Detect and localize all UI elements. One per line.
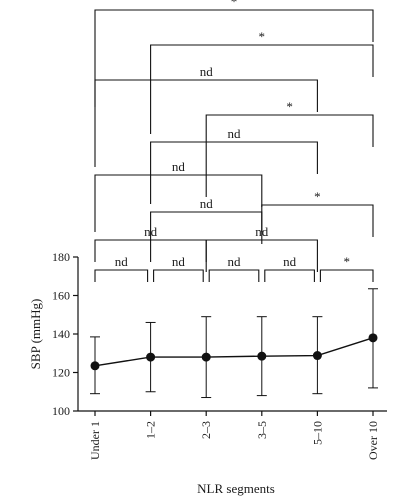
significance-bracket — [153, 269, 204, 282]
x-axis-title: NLR segments — [197, 481, 275, 496]
y-tick-label: 120 — [52, 366, 70, 380]
data-point — [368, 333, 378, 343]
significance-label: nd — [200, 64, 214, 79]
y-tick-label: 140 — [52, 327, 70, 341]
significance-bracket — [205, 239, 318, 272]
significance-bracket — [150, 44, 374, 134]
plot-area — [90, 288, 378, 399]
significance-label: * — [343, 254, 350, 269]
significance-bracket — [94, 9, 374, 107]
significance-label: nd — [255, 224, 269, 239]
y-tick-label: 180 — [52, 250, 70, 264]
data-point — [146, 352, 156, 362]
x-tick-label: 5–10 — [310, 421, 324, 445]
data-point — [257, 351, 267, 361]
x-tick-label: 3–5 — [255, 421, 269, 439]
y-axis-title: SBP (mmHg) — [28, 299, 43, 370]
significance-bracket — [94, 79, 318, 167]
series-line — [94, 337, 374, 367]
axes: 100 120 140 160 180 Under 1 1–2 2–3 3–5 5–10 Over … — [52, 250, 387, 460]
significance-bracket — [319, 269, 374, 282]
significance-bracket — [150, 211, 263, 262]
significance-label: * — [259, 29, 266, 44]
x-tick-label: 1–2 — [144, 421, 158, 439]
significance-label: nd — [283, 254, 297, 269]
significance-label: nd — [200, 196, 214, 211]
significance-bracket — [261, 204, 374, 237]
significance-bracket — [94, 269, 149, 282]
y-tick-label: 160 — [52, 289, 70, 303]
x-tick-label: 2–3 — [199, 421, 213, 439]
significance-label: nd — [144, 224, 158, 239]
significance-label: nd — [228, 126, 242, 141]
data-point — [201, 352, 211, 362]
significance-label: nd — [228, 254, 242, 269]
significance-label: nd — [115, 254, 129, 269]
significance-label: * — [231, 0, 238, 9]
x-tick-label: Under 1 — [88, 421, 102, 460]
x-tick-label: Over 10 — [366, 421, 380, 460]
data-point — [312, 351, 322, 361]
significance-label: nd — [172, 254, 186, 269]
significance-label: nd — [172, 159, 186, 174]
significance-bracket — [208, 269, 260, 282]
y-tick-label: 100 — [52, 404, 70, 418]
data-point — [90, 361, 100, 371]
significance-label: * — [314, 189, 321, 204]
significance-bracket — [150, 141, 318, 204]
significance-bracket — [205, 114, 374, 197]
significance-label: * — [286, 99, 293, 114]
significance-bracket — [94, 174, 263, 232]
significance-bracket — [264, 269, 315, 282]
